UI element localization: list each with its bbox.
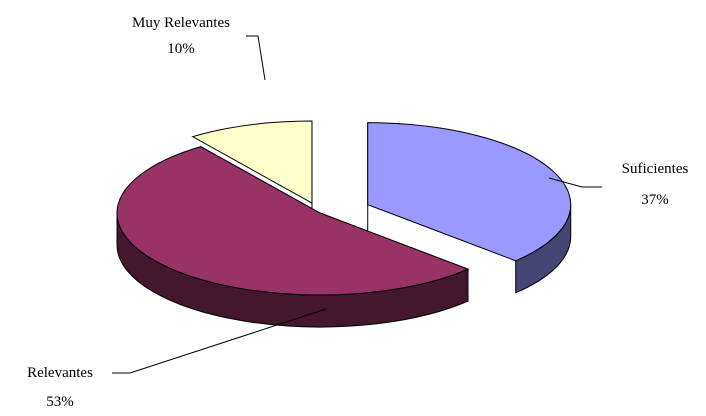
slice-top-relevantes <box>116 146 470 296</box>
slice-percent-muy-relevantes: 10% <box>167 41 195 57</box>
slice-percent-suficientes: 37% <box>641 192 669 208</box>
pie-slice-relevantes <box>116 145 470 328</box>
slice-label-suficientes: Suficientes <box>622 161 689 177</box>
slice-percent-relevantes: 53% <box>46 394 74 410</box>
leader-line-relevantes <box>112 308 327 374</box>
slice-label-muy-relevantes: Muy Relevantes <box>132 15 230 31</box>
label-leaders <box>112 35 602 374</box>
slice-label-relevantes: Relevantes <box>27 365 93 381</box>
slice-top-muy-relevantes <box>191 120 313 204</box>
leader-line-suficientes <box>548 177 602 188</box>
slice-labels: Suficientes 37% Relevantes 53% Muy Relev… <box>27 15 688 410</box>
leader-line-muy-relevantes <box>246 35 266 81</box>
pie-slices <box>116 120 572 328</box>
pie-slice-suficientes <box>367 122 572 294</box>
slice-top-suficientes <box>367 122 572 262</box>
